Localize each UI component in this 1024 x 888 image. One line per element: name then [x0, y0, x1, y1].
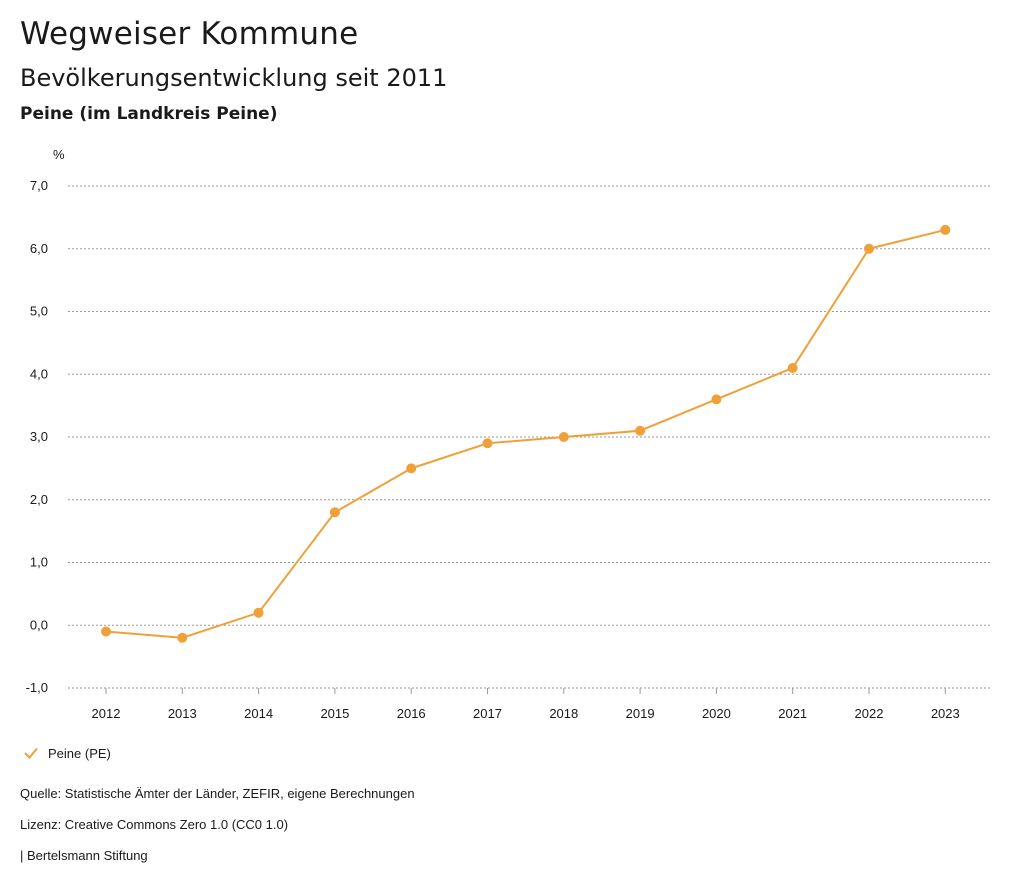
data-point	[329, 507, 340, 518]
x-tick-label: 2017	[473, 706, 502, 721]
data-point	[635, 425, 646, 436]
line-chart: %-1,00,01,02,03,04,05,06,07,0 2012 2013 20…	[26, 147, 990, 721]
legend-label: Peine (PE)	[48, 745, 111, 761]
data-point	[787, 362, 798, 373]
x-tick-label: 2013	[168, 706, 197, 721]
x-tick-label: 2012	[92, 706, 121, 721]
data-point	[558, 432, 569, 442]
chart-series	[101, 224, 951, 643]
y-tick-label: 6,0	[30, 241, 48, 256]
data-point	[177, 632, 188, 643]
y-tick-label: 3,0	[30, 429, 48, 444]
region-label: Peine (im Landkreis Peine)	[20, 104, 278, 124]
legend-check-icon	[24, 747, 38, 759]
y-tick-label: 2,0	[30, 492, 48, 507]
data-point	[101, 626, 111, 637]
chart-grid	[68, 185, 990, 689]
x-tick-label: 2020	[702, 706, 731, 721]
x-tick-label: 2022	[855, 706, 884, 721]
chart-legend[interactable]: Peine (PE)	[22, 744, 111, 762]
x-tick-label: 2021	[778, 706, 807, 721]
license-note: Lizenz: Creative Commons Zero 1.0 (CC0 1…	[20, 817, 289, 832]
x-tick-label: 2014	[244, 706, 273, 721]
data-point	[864, 243, 874, 254]
page-title: Wegweiser Kommune	[20, 16, 359, 52]
source-note: Quelle: Statistische Ämter der Länder, Z…	[20, 786, 415, 801]
x-tick-label: 2018	[549, 706, 578, 721]
y-axis-label: %	[53, 147, 65, 162]
data-point	[711, 394, 722, 405]
brand-note: | Bertelsmann Stiftung	[20, 848, 148, 863]
data-point	[253, 607, 264, 618]
x-tick-label: 2019	[626, 706, 655, 721]
y-tick-label: 7,0	[30, 178, 48, 193]
y-tick-label: 0,0	[30, 617, 48, 632]
x-axis: 2012 2013 2014 2015 2016 2017 2018 2019 2020 2021…	[92, 688, 960, 721]
y-tick-label: 5,0	[30, 304, 48, 319]
y-axis: % -1,0 0,0 1,0 2,0 3,0 4,0 5,0 6,0 7,0	[26, 147, 65, 695]
x-tick-label: 2015	[320, 706, 349, 721]
data-point	[482, 438, 493, 449]
y-tick-label: 1,0	[30, 555, 48, 570]
x-tick-label: 2016	[397, 706, 426, 721]
y-tick-label: -1,0	[26, 680, 48, 695]
data-point	[940, 224, 951, 235]
y-tick-label: 4,0	[30, 366, 48, 381]
chart-subtitle: Bevölkerungsentwicklung seit 2011	[20, 64, 448, 92]
x-tick-label: 2023	[931, 706, 960, 721]
series-line	[105, 228, 946, 639]
data-point	[406, 463, 417, 474]
